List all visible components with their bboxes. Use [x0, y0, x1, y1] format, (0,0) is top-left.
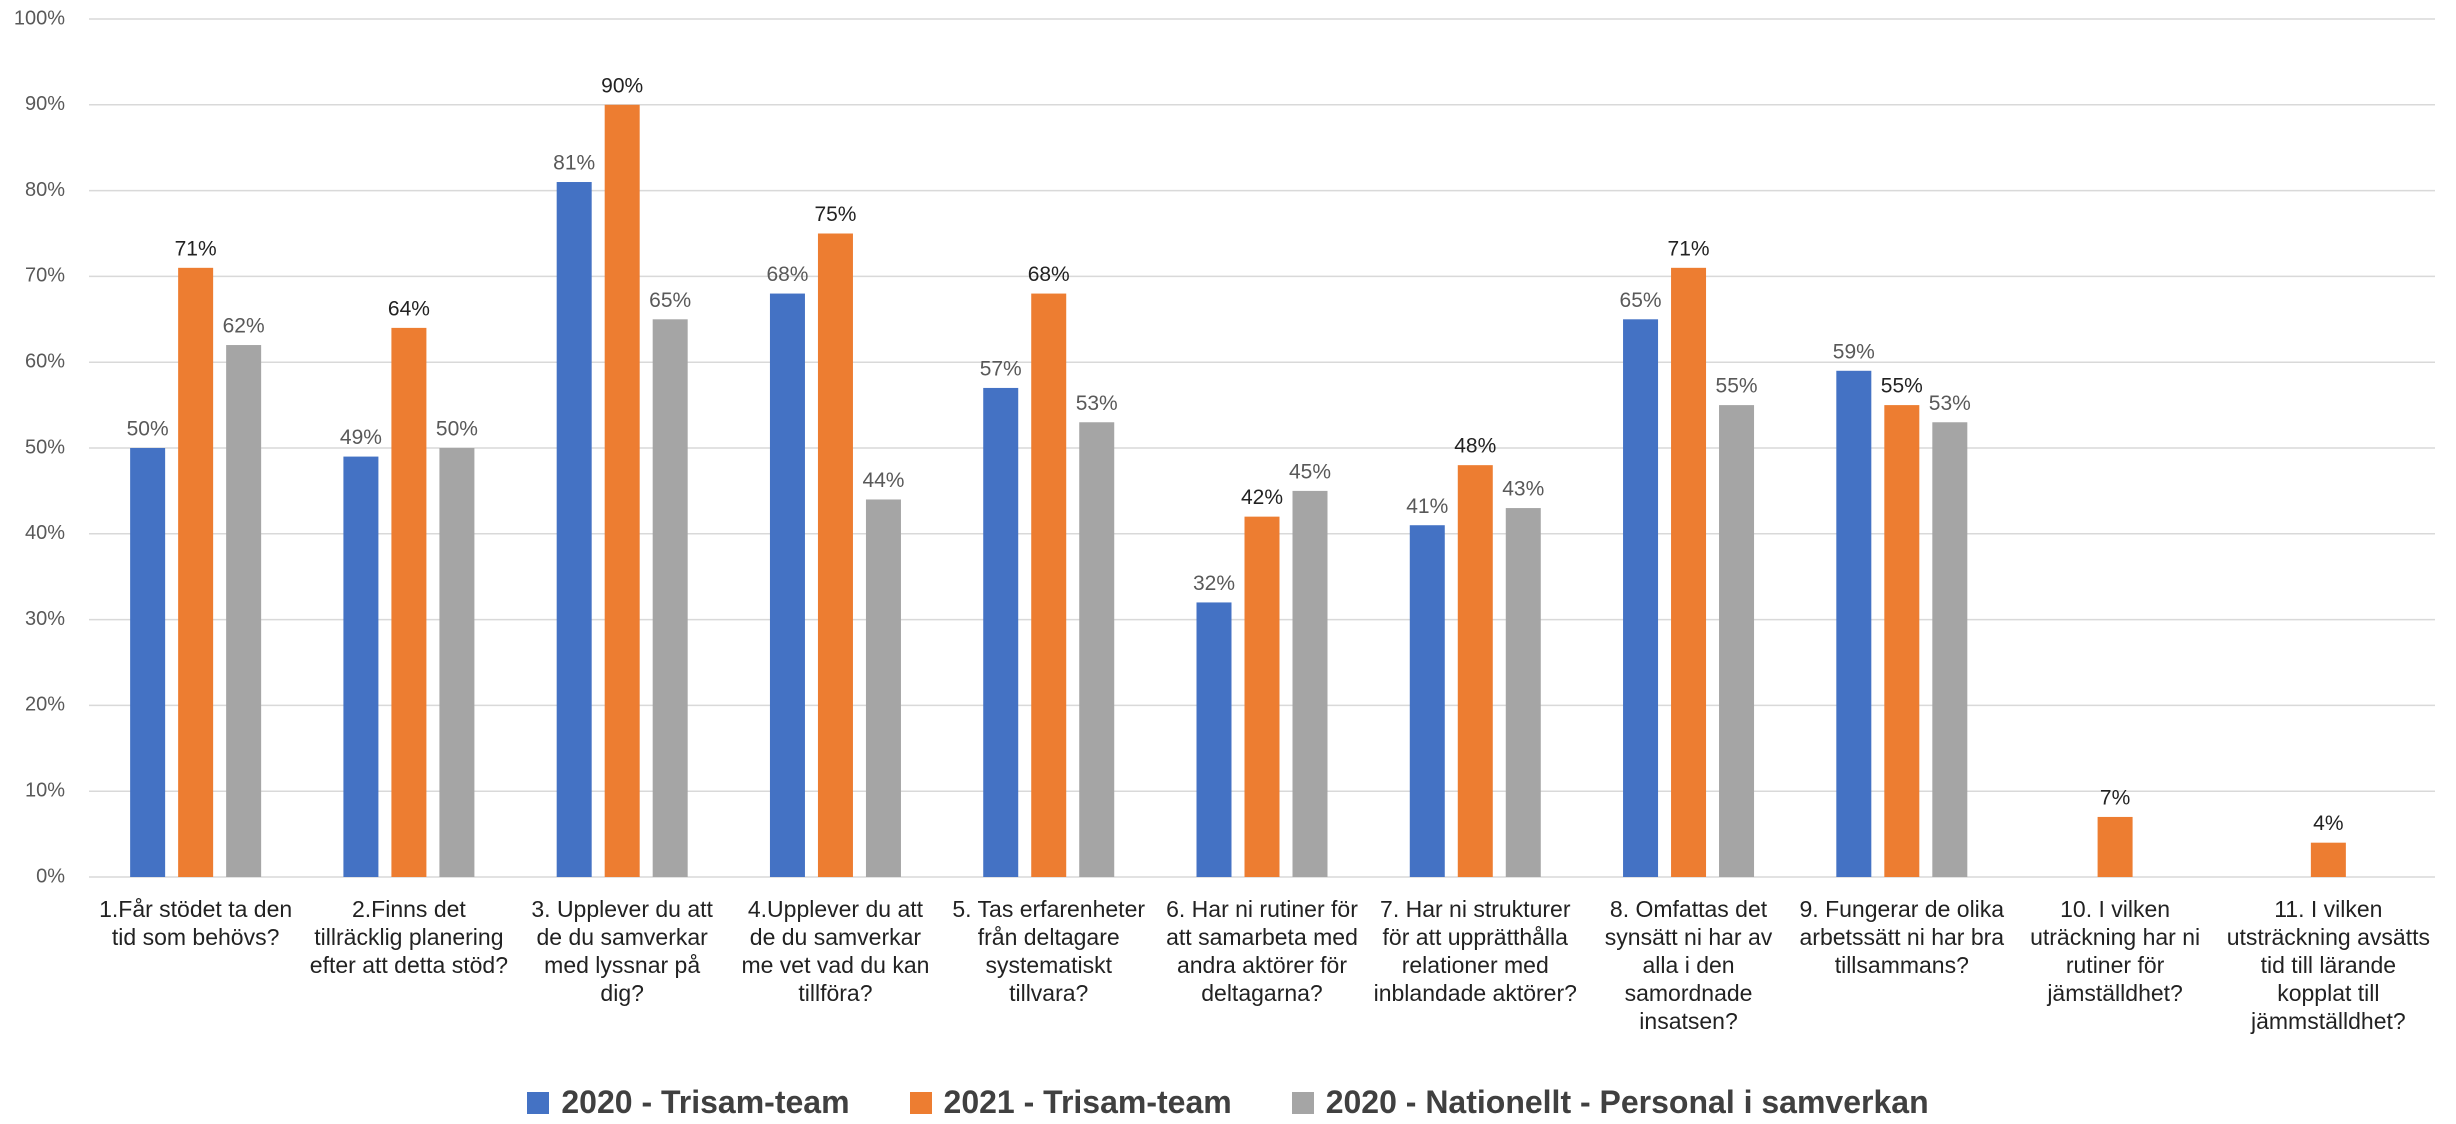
x-tick-label: 8. Omfattas det synsätt ni har av alla i…	[1604, 896, 1773, 1034]
x-tick-label: 10. I vilken uträckning har ni rutiner f…	[2030, 896, 2201, 1006]
value-label: 62%	[223, 315, 265, 338]
legend-label: 2021 - Trisam-team	[943, 1084, 1232, 1120]
y-tick-label: 20%	[25, 694, 65, 716]
bar	[2097, 816, 2133, 877]
value-label: 90%	[601, 74, 643, 97]
x-tick-label: 9. Fungerar de olika arbetssätt ni har b…	[1799, 896, 2005, 978]
value-label: 45%	[1289, 460, 1331, 483]
value-label: 65%	[1620, 289, 1662, 312]
bar	[1505, 508, 1541, 877]
bar	[130, 448, 166, 877]
y-tick-label: 70%	[25, 265, 65, 287]
bar	[1196, 602, 1232, 877]
value-label: 44%	[862, 469, 904, 492]
bar	[1836, 370, 1872, 877]
bar	[604, 104, 640, 878]
bar	[2310, 842, 2346, 877]
legend-swatch	[1291, 1091, 1314, 1114]
x-tick-label: 3. Upplever du att de du samverkar med l…	[531, 896, 713, 1006]
y-tick-label: 0%	[36, 865, 65, 887]
value-label: 49%	[340, 426, 382, 449]
bar	[1409, 525, 1445, 877]
bar	[1623, 319, 1659, 877]
bar	[652, 319, 688, 877]
bar	[391, 327, 427, 877]
y-tick-label: 10%	[25, 779, 65, 801]
bar	[226, 345, 262, 877]
bar	[556, 182, 592, 877]
bar	[178, 267, 214, 877]
x-tick-label: 1.Får stödet ta den tid som behövs?	[99, 896, 293, 950]
y-tick-label: 50%	[25, 436, 65, 458]
x-tick-label: 6. Har ni rutiner för att samarbeta med …	[1166, 896, 1358, 1006]
x-tick-label: 11. I vilken utsträckning avsätts tid ti…	[2226, 896, 2430, 1034]
value-label: 55%	[1716, 375, 1758, 398]
bar	[1719, 405, 1755, 877]
y-tick-label: 60%	[25, 350, 65, 372]
value-label: 64%	[388, 297, 430, 320]
x-tick-label: 4.Upplever du att de du samverkar me vet…	[741, 896, 930, 1006]
value-label: 68%	[766, 263, 808, 286]
value-label: 53%	[1076, 392, 1118, 415]
legend-label: 2020 - Nationellt - Personal i samverkan	[1325, 1084, 1929, 1120]
y-tick-label: 90%	[25, 93, 65, 115]
bar	[1244, 516, 1280, 877]
y-tick-label: 40%	[25, 522, 65, 544]
value-label: 41%	[1406, 495, 1448, 518]
x-tick-label: 5. Tas erfarenheter från deltagare syste…	[952, 896, 1146, 1006]
legend: 2020 - Trisam-team 2021 - Trisam-team 2020…	[0, 1084, 2456, 1121]
x-tick-label: 7. Har ni strukturer för att upprätthåll…	[1373, 896, 1577, 1006]
bar	[1932, 422, 1968, 877]
y-tick-label: 30%	[25, 608, 65, 630]
value-label: 71%	[175, 237, 217, 260]
value-label: 59%	[1833, 340, 1875, 363]
value-label: 32%	[1193, 572, 1235, 595]
value-label: 55%	[1881, 375, 1923, 398]
x-tick-label: 2.Finns det tillräcklig planering efter …	[309, 896, 508, 978]
legend-item: 2020 - Nationellt - Personal i samverkan	[1291, 1084, 1929, 1121]
value-label: 68%	[1028, 263, 1070, 286]
legend-swatch	[527, 1091, 550, 1114]
bar	[817, 233, 853, 877]
legend-swatch	[909, 1091, 932, 1114]
value-label: 53%	[1929, 392, 1971, 415]
value-label: 57%	[980, 357, 1022, 380]
value-label: 42%	[1241, 486, 1283, 509]
value-label: 81%	[553, 152, 595, 175]
value-label: 7%	[2100, 786, 2130, 809]
legend-label: 2020 - Trisam-team	[561, 1084, 850, 1120]
bar	[1457, 465, 1493, 877]
bar	[1292, 490, 1328, 877]
bar	[343, 456, 379, 877]
legend-item: 2021 - Trisam-team	[909, 1084, 1232, 1121]
legend-item: 2020 - Trisam-team	[527, 1084, 850, 1121]
value-label: 48%	[1454, 435, 1496, 458]
value-label: 71%	[1668, 237, 1710, 260]
y-tick-label: 80%	[25, 179, 65, 201]
bar	[1031, 293, 1067, 877]
y-tick-label: 100%	[14, 7, 65, 29]
bar	[1884, 405, 1920, 877]
bar	[1671, 267, 1707, 877]
bar	[983, 387, 1019, 877]
bar	[865, 499, 901, 877]
bar	[439, 448, 475, 877]
value-label: 50%	[127, 418, 169, 441]
bar	[769, 293, 805, 877]
value-label: 65%	[649, 289, 691, 312]
value-label: 50%	[436, 418, 478, 441]
value-label: 43%	[1502, 478, 1544, 501]
value-label: 4%	[2313, 812, 2343, 835]
bar	[1079, 422, 1115, 877]
value-label: 75%	[814, 203, 856, 226]
